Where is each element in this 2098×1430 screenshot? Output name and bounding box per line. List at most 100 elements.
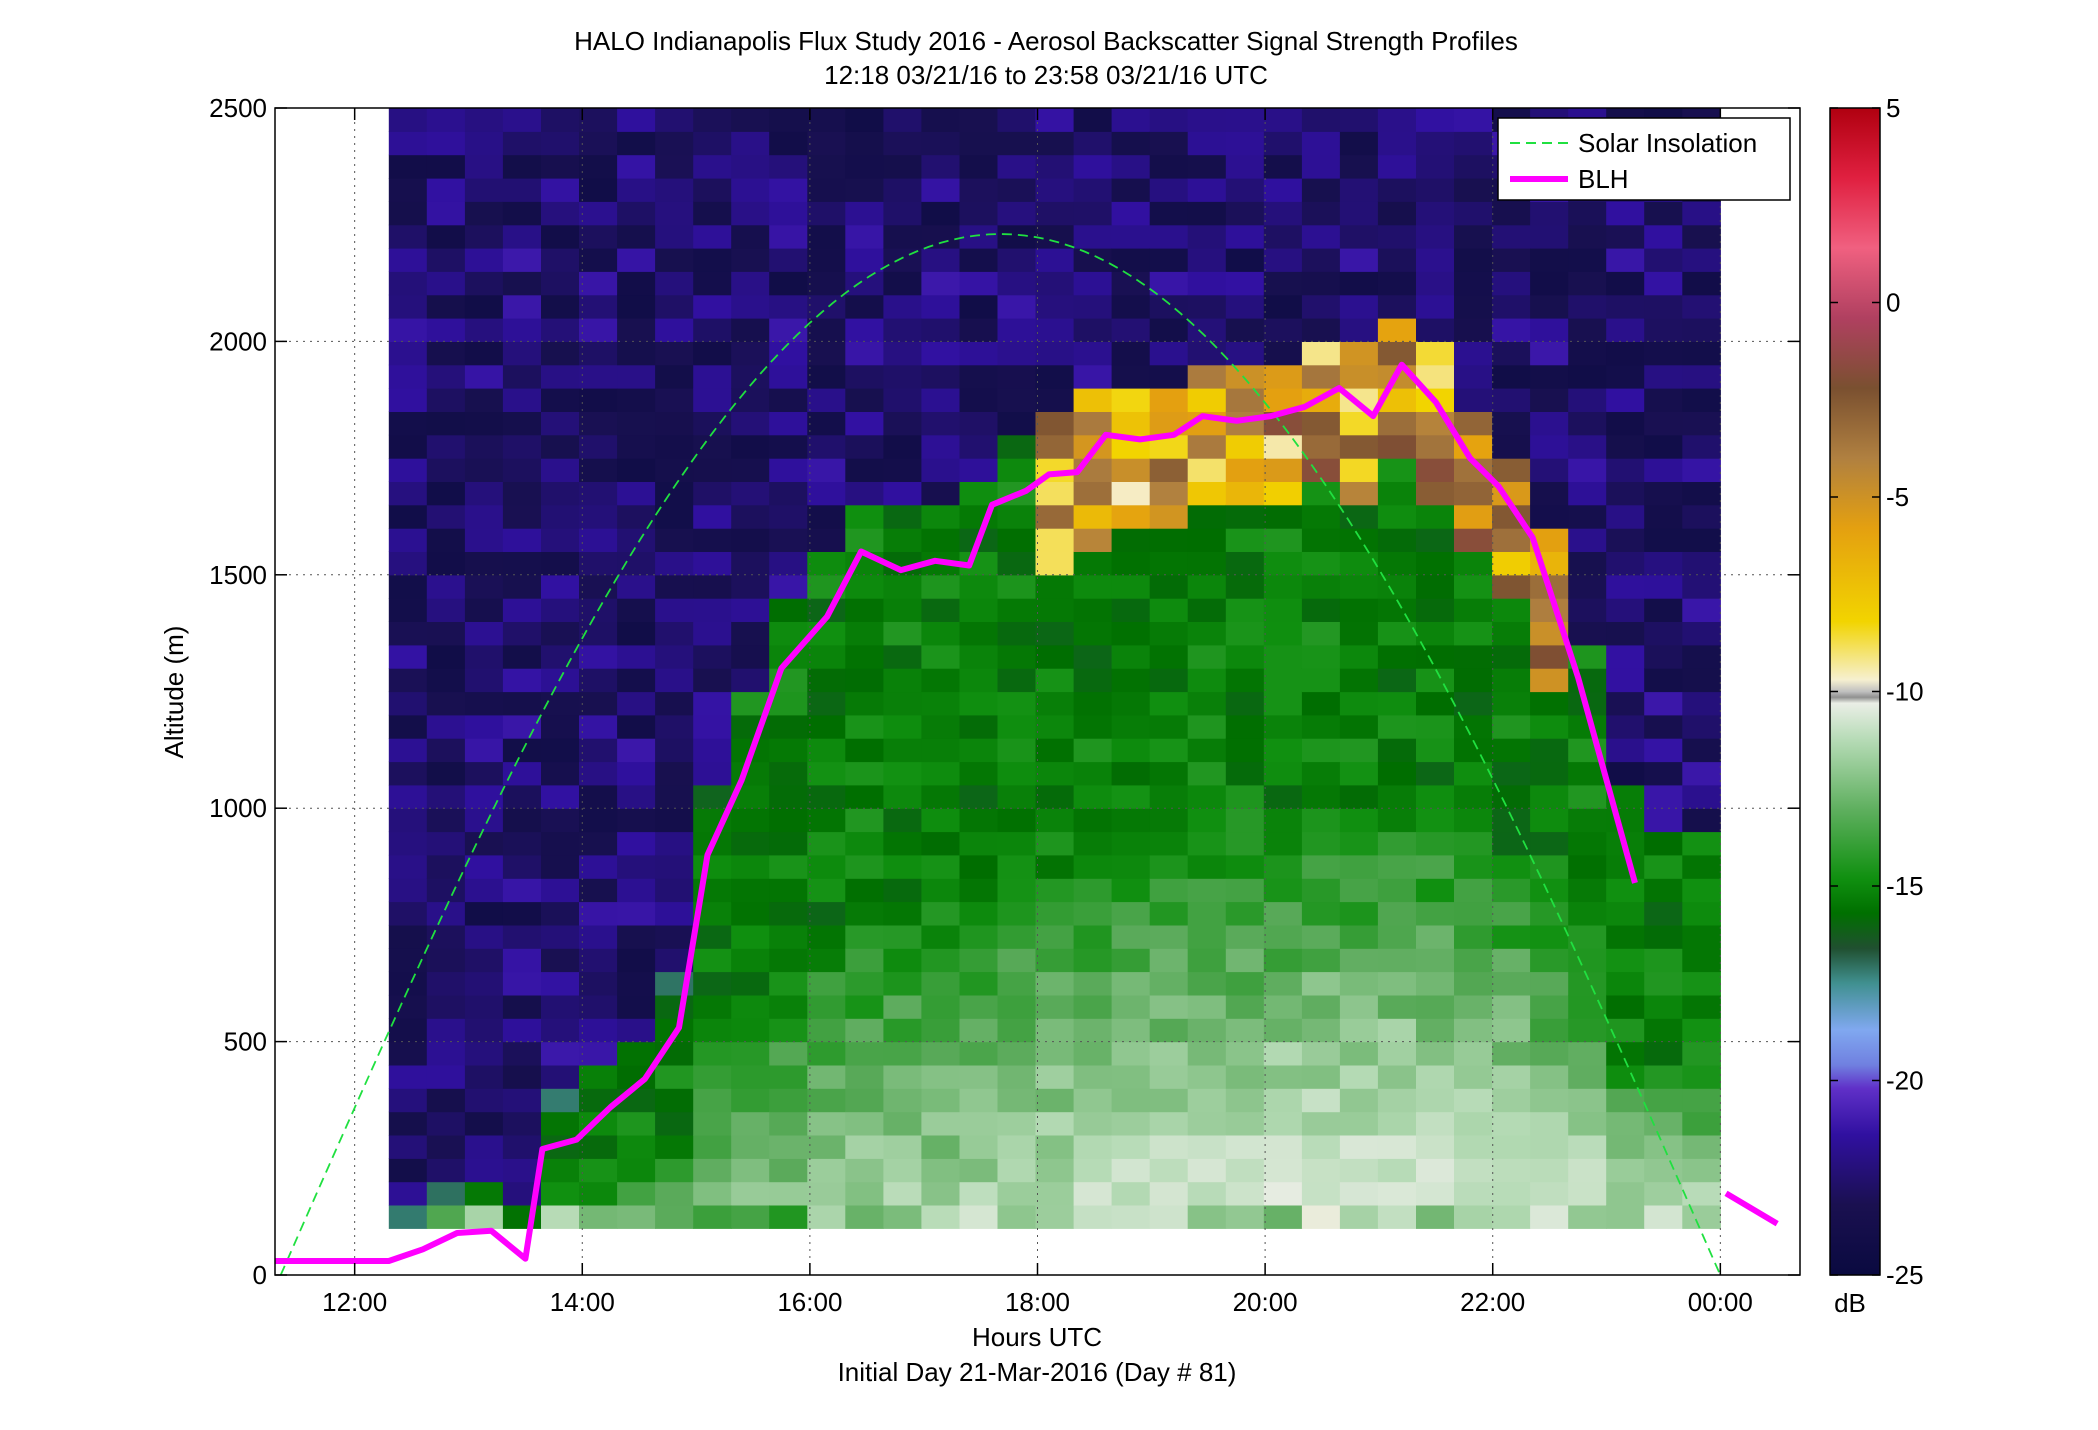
heatmap-cell xyxy=(1263,388,1303,412)
colorbar xyxy=(1829,107,1881,1276)
heatmap-cell xyxy=(1492,201,1531,226)
heatmap-cell xyxy=(1225,364,1265,389)
heatmap-cell xyxy=(1530,1158,1569,1183)
heatmap-cell xyxy=(807,1205,846,1229)
heatmap-cell xyxy=(1187,1181,1227,1206)
heatmap-cell xyxy=(655,131,694,156)
heatmap-cell xyxy=(579,714,618,739)
heatmap-cell xyxy=(426,994,466,1019)
axis-ticks: 12:00 14:00 16:00 18:00 20:00 22:00 00:0005001… xyxy=(209,93,1800,1317)
heatmap-cell xyxy=(502,831,542,856)
heatmap-cell xyxy=(388,714,428,739)
heatmap-cell xyxy=(883,458,922,482)
heatmap-cell xyxy=(883,364,922,389)
heatmap-cell xyxy=(1530,854,1569,879)
heatmap-cell xyxy=(579,271,618,296)
heatmap-cell xyxy=(541,108,580,132)
heatmap-cell xyxy=(1568,411,1607,436)
heatmap-cell xyxy=(1454,1088,1493,1113)
heatmap-cell xyxy=(1263,1018,1303,1043)
heatmap-cell xyxy=(1149,1041,1189,1066)
heatmap-cell xyxy=(464,341,504,366)
heatmap-cell xyxy=(464,1041,504,1066)
heatmap-cell xyxy=(1416,854,1455,879)
heatmap-cell xyxy=(1073,131,1113,156)
heatmap-cell xyxy=(1606,551,1645,576)
heatmap-cell xyxy=(1339,808,1379,833)
heatmap-cell xyxy=(541,1064,580,1089)
heatmap-cell xyxy=(1682,901,1721,926)
heatmap-cell xyxy=(1416,1018,1455,1043)
heatmap-cell xyxy=(1035,854,1075,879)
heatmap-cell xyxy=(959,854,999,879)
heatmap-cell xyxy=(959,1041,999,1066)
heatmap-cell xyxy=(1073,1135,1113,1159)
heatmap-cell xyxy=(845,668,884,693)
heatmap-cell xyxy=(1301,1041,1341,1066)
heatmap-cell xyxy=(388,1064,428,1089)
heatmap-cell xyxy=(1644,224,1683,249)
heatmap-cell xyxy=(1111,1064,1151,1089)
heatmap-cell xyxy=(655,528,694,552)
heatmap-cell xyxy=(921,1135,960,1159)
heatmap-cell xyxy=(1644,1111,1683,1136)
heatmap-cell xyxy=(1644,294,1683,319)
heatmap-cell xyxy=(1149,434,1189,459)
heatmap-cell xyxy=(1187,948,1227,973)
heatmap-cell xyxy=(541,178,580,202)
heatmap-cell xyxy=(845,154,884,179)
heatmap-cell xyxy=(1454,458,1493,482)
heatmap-cell xyxy=(693,528,732,552)
heatmap-cell xyxy=(655,318,694,342)
heatmap-cell xyxy=(845,364,884,389)
heatmap-cell xyxy=(997,341,1037,366)
heatmap-cell xyxy=(655,108,694,132)
heatmap-cell xyxy=(807,108,846,132)
heatmap-cell xyxy=(807,1018,846,1043)
heatmap-cell xyxy=(845,108,884,132)
heatmap-cell xyxy=(1454,551,1493,576)
heatmap-cell xyxy=(1149,1064,1189,1089)
heatmap-cell xyxy=(921,224,960,249)
heatmap-cell xyxy=(388,1135,428,1159)
heatmap-cell xyxy=(1377,434,1417,459)
heatmap-cell xyxy=(579,901,618,926)
heatmap-cell xyxy=(845,458,884,482)
heatmap-cell xyxy=(502,364,542,389)
heatmap-cell xyxy=(921,691,960,716)
heatmap-cell xyxy=(1263,574,1303,599)
heatmap-cell xyxy=(883,854,922,879)
heatmap-cell xyxy=(579,1041,618,1066)
heatmap-cell xyxy=(731,668,770,693)
heatmap-cell xyxy=(1492,598,1531,622)
heatmap-cell xyxy=(1073,201,1113,226)
heatmap-cell xyxy=(997,598,1037,622)
heatmap-cell xyxy=(579,481,618,506)
heatmap-cell xyxy=(731,1064,770,1089)
heatmap-cell xyxy=(1568,551,1607,576)
heatmap-cell xyxy=(464,294,504,319)
heatmap-cell xyxy=(1454,1041,1493,1066)
heatmap-cell xyxy=(617,784,656,809)
heatmap-cell xyxy=(1416,784,1455,809)
heatmap-cell xyxy=(1606,271,1645,296)
heatmap-cell xyxy=(883,294,922,319)
heatmap-cell xyxy=(769,434,808,459)
heatmap-cell xyxy=(426,808,466,833)
heatmap-cell xyxy=(845,598,884,622)
heatmap-cell xyxy=(1073,108,1113,132)
heatmap-cell xyxy=(579,294,618,319)
heatmap-cell xyxy=(388,784,428,809)
heatmap-cell xyxy=(731,1158,770,1183)
heatmap-cell xyxy=(1492,808,1531,833)
heatmap-cell xyxy=(807,854,846,879)
heatmap-cell xyxy=(388,551,428,576)
heatmap-cell xyxy=(1225,924,1265,949)
heatmap-cell xyxy=(769,1135,808,1159)
heatmap-cell xyxy=(464,434,504,459)
heatmap-cell xyxy=(1568,1041,1607,1066)
heatmap-cell xyxy=(502,1111,542,1136)
heatmap-cell xyxy=(769,341,808,366)
heatmap-cell xyxy=(959,1158,999,1183)
heatmap-cell xyxy=(693,1064,732,1089)
